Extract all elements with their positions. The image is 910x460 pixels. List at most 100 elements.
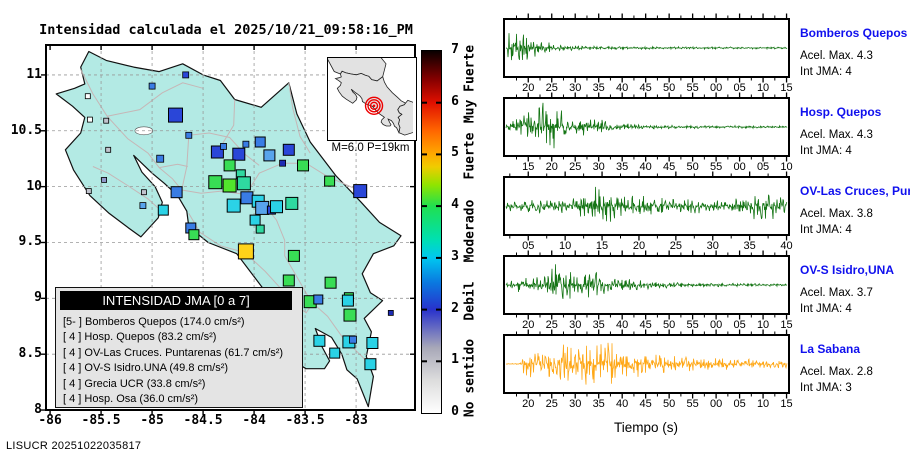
time-tick-label: 45 <box>639 319 652 331</box>
intensity-square <box>101 176 107 183</box>
lon-tick-label: -83 <box>344 413 368 428</box>
intensity-square <box>141 189 147 196</box>
time-tick-label: 10 <box>559 240 572 252</box>
legend-title: INTENSIDAD JMA [0 a 7] <box>60 291 292 310</box>
time-tick-label: 00 <box>733 161 746 173</box>
costa-rica-inset <box>334 70 407 134</box>
road-line <box>80 69 183 191</box>
colorbar-number: 1 <box>451 352 459 368</box>
seismogram-trace <box>503 92 790 162</box>
time-tick-label: 05 <box>733 319 746 331</box>
time-tick-label: 00 <box>709 82 723 94</box>
time-tick-label: 40 <box>616 82 629 94</box>
time-tick-labels: 20 25 30 35 40 45 50 55 00 05 10 15 <box>503 398 793 411</box>
waveform-trace <box>505 33 788 61</box>
time-tick-label: 55 <box>686 398 699 410</box>
intensity-square <box>270 200 283 214</box>
time-tick-label: 10 <box>756 319 770 331</box>
time-tick-label: 20 <box>522 319 535 331</box>
intensity-square <box>255 224 265 234</box>
lat-tick-label: 9.5 <box>18 234 42 250</box>
intensity-square <box>353 184 368 199</box>
time-tick-label: 35 <box>592 398 605 410</box>
time-tick-label: 05 <box>756 161 770 173</box>
legend-item: [ 4 ] OV-Las Cruces. Puntarenas (61.7 cm… <box>63 346 284 359</box>
colorbar-category-label: Debil <box>462 281 478 321</box>
time-tick-label: 55 <box>686 82 699 94</box>
legend-item: [ 4 ] Hosp. Osa (36.0 cm/s²) <box>63 393 199 406</box>
int-jma-label: Int JMA: 4 <box>800 303 852 315</box>
time-tick-label: 50 <box>663 319 676 331</box>
int-jma-label: Int JMA: 4 <box>800 224 852 236</box>
time-tick-label: 25 <box>669 240 682 252</box>
int-jma-label: Int JMA: 3 <box>800 382 852 394</box>
epicenter-ring <box>369 101 379 110</box>
int-jma-label: Int JMA: 4 <box>800 66 852 78</box>
epicenter-dot <box>372 104 376 108</box>
road-line <box>159 163 188 169</box>
legend-items: [5- ] Bomberos Quepos (174.0 cm/s²) [ 4 … <box>56 310 302 409</box>
time-tick-label: 40 <box>616 319 629 331</box>
inset-map-svg <box>328 58 416 136</box>
time-tick-label: 50 <box>663 398 676 410</box>
station-name: OV-Las Cruces, Puntar <box>800 184 910 198</box>
accel-max-label: Acel. Max. 2.8 <box>800 366 873 378</box>
time-tick-labels: 20 25 30 35 40 45 50 55 00 05 10 15 <box>503 319 793 332</box>
int-jma-label: Int JMA: 4 <box>800 145 852 157</box>
station-name: Hosp. Quepos <box>800 105 882 119</box>
time-tick-label: 15 <box>780 82 793 94</box>
time-tick-label: 30 <box>706 240 719 252</box>
legend-item: [ 4 ] Hosp. Quepos (83.2 cm/s²) <box>63 331 217 344</box>
intensity-square <box>156 154 165 163</box>
lon-tick-label: -84.5 <box>183 413 223 428</box>
colorbar-category-label: Muy Fuerte <box>462 44 478 123</box>
intensity-square <box>237 243 254 260</box>
time-tick-label: 00 <box>709 319 723 331</box>
lat-tick-label: 10 <box>26 178 42 194</box>
seismogram-panel: 15 20 25 30 35 40 45 50 55 00 05 10 <box>503 92 793 173</box>
time-tick-label: 35 <box>743 240 756 252</box>
accel-max-label: Acel. Max. 3.8 <box>800 208 873 220</box>
intensity-map <box>41 44 416 415</box>
intensity-square <box>157 204 169 216</box>
intensity-square <box>349 335 357 344</box>
intensity-square <box>255 200 270 215</box>
intensity-square <box>313 334 326 347</box>
time-tick-label: 20 <box>545 161 558 173</box>
time-tick-label: 05 <box>522 240 535 252</box>
time-tick-labels: 20 25 30 35 40 45 50 55 00 05 10 15 <box>503 82 793 95</box>
time-axis-label: Tiempo (s) <box>613 420 678 435</box>
intensity-square <box>387 309 394 316</box>
intensity-square <box>282 143 295 156</box>
intensity-square <box>240 191 254 205</box>
lon-tick-label: -85 <box>140 413 164 428</box>
time-tick-label: 35 <box>592 319 605 331</box>
intensity-square <box>341 294 354 307</box>
time-tick-label: 40 <box>616 398 629 410</box>
time-tick-label: 55 <box>709 161 723 173</box>
colorbar-category-label: Fuerte <box>462 132 478 180</box>
intensity-square <box>223 159 236 172</box>
time-tick-label: 45 <box>639 398 652 410</box>
intensity-square <box>343 308 357 322</box>
panel-border <box>503 334 790 394</box>
intensity-square <box>222 178 237 193</box>
legend-item: [ 4 ] OV-S Isidro.UNA (49.8 cm/s²) <box>63 362 229 375</box>
waveform-trace <box>505 102 788 149</box>
intensity-square <box>297 159 309 172</box>
intensity-square <box>287 249 300 262</box>
time-tick-label: 45 <box>639 82 652 94</box>
colorbar-number: 3 <box>451 248 459 264</box>
intensity-square <box>170 186 183 199</box>
time-tick-label: 50 <box>663 82 676 94</box>
station-name: La Sabana <box>800 342 861 356</box>
legend-item: [5- ] Bomberos Quepos (174.0 cm/s²) <box>63 316 245 328</box>
legend-item: [ 4 ] Grecia UCR (33.8 cm/s²) <box>63 377 206 390</box>
intensity-square <box>279 159 287 167</box>
time-tick-labels: 05 10 15 20 25 30 35 40 <box>503 240 793 253</box>
intensity-square <box>313 294 324 305</box>
intensity-square <box>242 140 250 148</box>
time-tick-labels: 15 20 25 30 35 40 45 50 55 00 05 10 <box>503 161 793 174</box>
intensity-legend: INTENSIDAD JMA [0 a 7] [5- ] Bomberos Qu… <box>55 287 303 408</box>
